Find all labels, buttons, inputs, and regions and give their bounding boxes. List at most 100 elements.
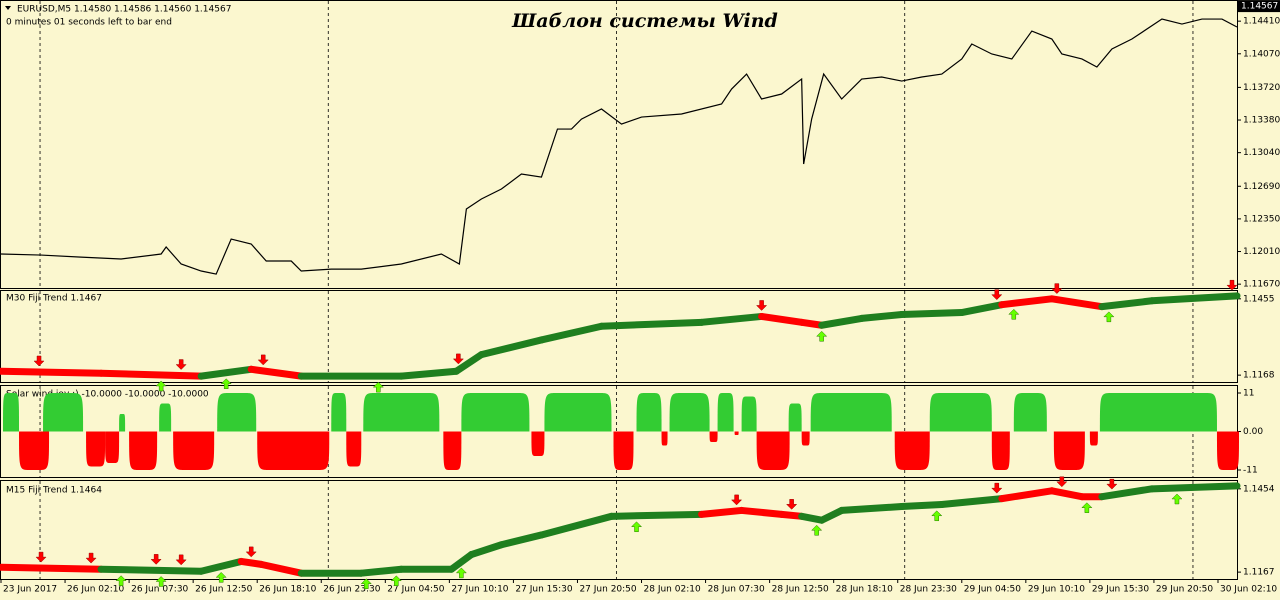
trend-segment xyxy=(1098,485,1156,501)
histogram-hump xyxy=(443,431,462,470)
trend-segment xyxy=(0,367,105,377)
up-arrow xyxy=(215,571,227,583)
histogram-hump xyxy=(461,393,530,432)
x-tick-label: 28 Jun 23:30 xyxy=(900,585,957,595)
down-arrow xyxy=(1226,279,1238,291)
trend-segment xyxy=(537,322,605,344)
indicator-title: M30 Fiji Trend 1.1467 xyxy=(6,294,102,304)
down-arrow xyxy=(786,499,798,510)
trend-segment xyxy=(607,510,706,520)
histogram-hump xyxy=(1099,393,1217,432)
pane xyxy=(39,1,1194,579)
up-arrow xyxy=(455,567,467,579)
trend-segment xyxy=(447,551,475,573)
down-arrow xyxy=(991,289,1003,301)
trend-segment xyxy=(477,336,545,359)
up-arrow xyxy=(811,524,823,536)
last-price-box xyxy=(1237,0,1280,13)
trend-segment xyxy=(97,565,205,575)
trend-segment xyxy=(1098,297,1156,311)
up-arrow xyxy=(390,575,402,587)
down-arrow xyxy=(175,359,187,370)
trend-segment xyxy=(357,565,405,577)
histogram-hump xyxy=(19,431,50,470)
down-arrow xyxy=(1051,283,1063,294)
down-arrow xyxy=(257,354,269,366)
histogram-hump xyxy=(661,431,668,446)
price-line xyxy=(0,18,1238,275)
histogram-hump xyxy=(217,393,257,432)
trend-segment xyxy=(738,506,786,518)
trend-segment xyxy=(467,541,505,559)
histogram-hump xyxy=(801,431,810,446)
y-tick-label: -11 xyxy=(1243,466,1258,476)
symbol-title: EURUSD,M5 1.14580 1.14586 1.14560 1.1456… xyxy=(17,5,231,15)
y-tick-label: 1.11670 xyxy=(1243,280,1280,290)
up-arrow xyxy=(931,510,943,522)
up-arrow xyxy=(630,521,643,533)
trend-segment xyxy=(898,309,966,318)
histogram-hump xyxy=(1216,431,1240,470)
down-arrow xyxy=(150,554,162,565)
y-tick-label: 1.13720 xyxy=(1243,83,1280,93)
trend-segment xyxy=(597,318,706,330)
up-arrow xyxy=(1008,308,1020,320)
trend-segment xyxy=(938,495,1006,509)
trend-segment xyxy=(0,563,105,573)
histogram-hump xyxy=(173,431,215,470)
trend-segment xyxy=(998,487,1056,503)
template-title: Шаблон системы Wind xyxy=(511,10,778,32)
trend-segment xyxy=(898,501,946,511)
histogram-hump xyxy=(86,431,106,467)
histogram-hump xyxy=(717,393,734,432)
histogram-hump xyxy=(788,403,802,432)
histogram-hump xyxy=(709,431,718,442)
y-tick-label: 1.12690 xyxy=(1243,182,1280,192)
histogram-hump xyxy=(613,431,634,470)
x-tick-label: 27 Jun 10:10 xyxy=(451,585,508,595)
up-arrow xyxy=(115,575,127,586)
trend-segment xyxy=(1148,482,1241,493)
up-arrow xyxy=(1103,311,1115,323)
x-tick-label: 27 Jun 15:30 xyxy=(515,585,572,595)
trend-segment xyxy=(1048,295,1106,311)
histogram-hump xyxy=(119,414,126,432)
x-tick-label: 29 Jun 15:30 xyxy=(1092,585,1149,595)
histogram-hump xyxy=(636,393,662,432)
trend-segment xyxy=(958,301,1006,317)
x-tick-label: 23 Jun 2017 xyxy=(3,585,57,595)
last-price-label: 1.14567 xyxy=(1241,2,1278,12)
x-tick-label: 26 Jun 12:50 xyxy=(195,585,252,595)
down-arrow xyxy=(245,546,257,558)
histogram-hump xyxy=(1013,393,1047,432)
up-arrow xyxy=(816,330,828,342)
histogram-hump xyxy=(1053,431,1085,470)
trend-segment xyxy=(698,312,766,326)
trend-segment xyxy=(1148,292,1241,305)
histogram-hump xyxy=(531,431,545,456)
down-arrow xyxy=(756,300,768,311)
trend-segment xyxy=(397,367,460,380)
histogram-hump xyxy=(331,393,347,432)
down-arrow xyxy=(33,355,45,367)
histogram-hump xyxy=(1089,431,1098,446)
indicator-title: Solar wind joy :) -10.0000 -10.0000 -10.… xyxy=(6,390,209,400)
down-arrow xyxy=(1106,478,1118,490)
timer: 0 minutes 01 seconds left to bar end xyxy=(6,18,172,28)
up-arrow xyxy=(1081,502,1093,513)
x-tick-label: 27 Jun 04:50 xyxy=(387,585,444,595)
y-tick-label: 11 xyxy=(1243,389,1254,399)
trend-segment xyxy=(197,365,255,380)
down-arrow xyxy=(452,353,464,365)
up-arrow xyxy=(372,381,384,393)
histogram-hump xyxy=(346,431,362,467)
x-tick-label: 28 Jun 07:30 xyxy=(708,585,765,595)
y-tick-label: 1.14070 xyxy=(1243,49,1280,59)
histogram-hump xyxy=(105,431,120,463)
y-tick-label: 1.1454 xyxy=(1243,484,1275,494)
trend-segment xyxy=(537,512,615,539)
trend-segment xyxy=(247,365,305,380)
histogram-hump xyxy=(991,431,1010,470)
y-tick-label: 1.1167 xyxy=(1243,568,1275,578)
